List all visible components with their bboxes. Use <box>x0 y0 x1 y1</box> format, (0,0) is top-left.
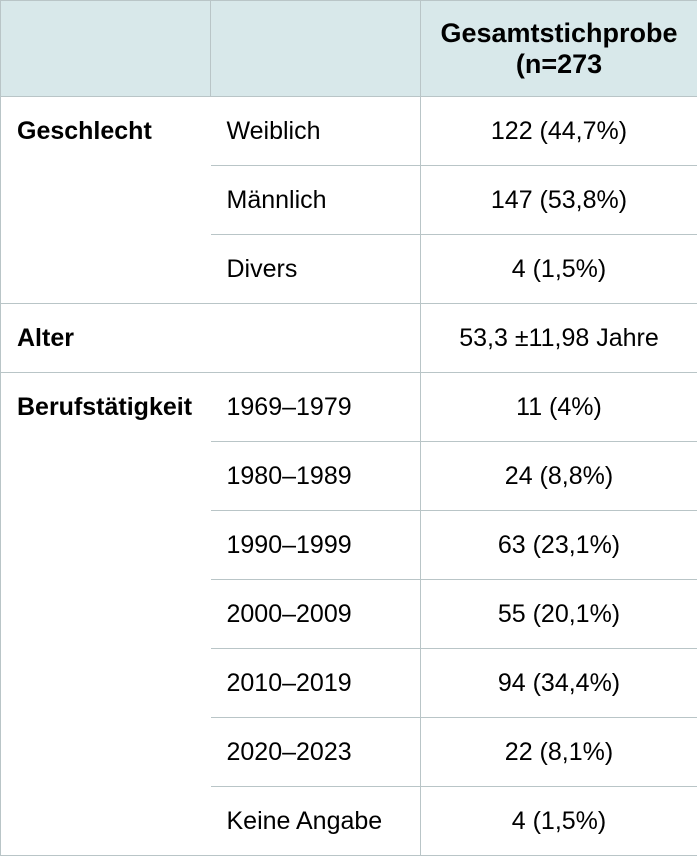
value-cell: 53,3 ±11,98 Jahre <box>421 304 697 373</box>
table-row: Berufs­tätigkeit 1969–1979 11 (4%) <box>1 373 697 442</box>
row-label-berufstaetigkeit: Berufs­tätigkeit <box>1 373 211 856</box>
subcategory-cell: Divers <box>211 235 421 304</box>
value-cell: 4 (1,5%) <box>421 235 697 304</box>
table-row: Alter 53,3 ±11,98 Jahre <box>1 304 697 373</box>
subcategory-cell: 2010–2019 <box>211 649 421 718</box>
value-cell: 22 (8,1%) <box>421 718 697 787</box>
subcategory-cell: Männlich <box>211 166 421 235</box>
value-cell: 94 (34,4%) <box>421 649 697 718</box>
value-cell: 122 (44,7%) <box>421 97 697 166</box>
header-col-1 <box>1 1 211 97</box>
demographics-table-container: Gesamtstich­probe (n=273 Geschlecht Weib… <box>0 0 697 856</box>
row-label-geschlecht: Geschlecht <box>1 97 211 304</box>
demographics-table: Gesamtstich­probe (n=273 Geschlecht Weib… <box>0 0 697 856</box>
value-cell: 63 (23,1%) <box>421 511 697 580</box>
value-cell: 55 (20,1%) <box>421 580 697 649</box>
subcategory-cell <box>211 304 421 373</box>
subcategory-cell: 2000–2009 <box>211 580 421 649</box>
subcategory-cell: 1980–1989 <box>211 442 421 511</box>
value-cell: 24 (8,8%) <box>421 442 697 511</box>
value-cell: 4 (1,5%) <box>421 787 697 856</box>
table-header-row: Gesamtstich­probe (n=273 <box>1 1 697 97</box>
header-col-2 <box>211 1 421 97</box>
subcategory-cell: Weiblich <box>211 97 421 166</box>
header-col-3: Gesamtstich­probe (n=273 <box>421 1 697 97</box>
table-body: Geschlecht Weiblich 122 (44,7%) Männlich… <box>1 97 697 856</box>
table-row: Geschlecht Weiblich 122 (44,7%) <box>1 97 697 166</box>
subcategory-cell: 1969–1979 <box>211 373 421 442</box>
value-cell: 11 (4%) <box>421 373 697 442</box>
subcategory-cell: 2020–2023 <box>211 718 421 787</box>
subcategory-cell: 1990–1999 <box>211 511 421 580</box>
subcategory-cell: Keine Angabe <box>211 787 421 856</box>
row-label-alter: Alter <box>1 304 211 373</box>
value-cell: 147 (53,8%) <box>421 166 697 235</box>
